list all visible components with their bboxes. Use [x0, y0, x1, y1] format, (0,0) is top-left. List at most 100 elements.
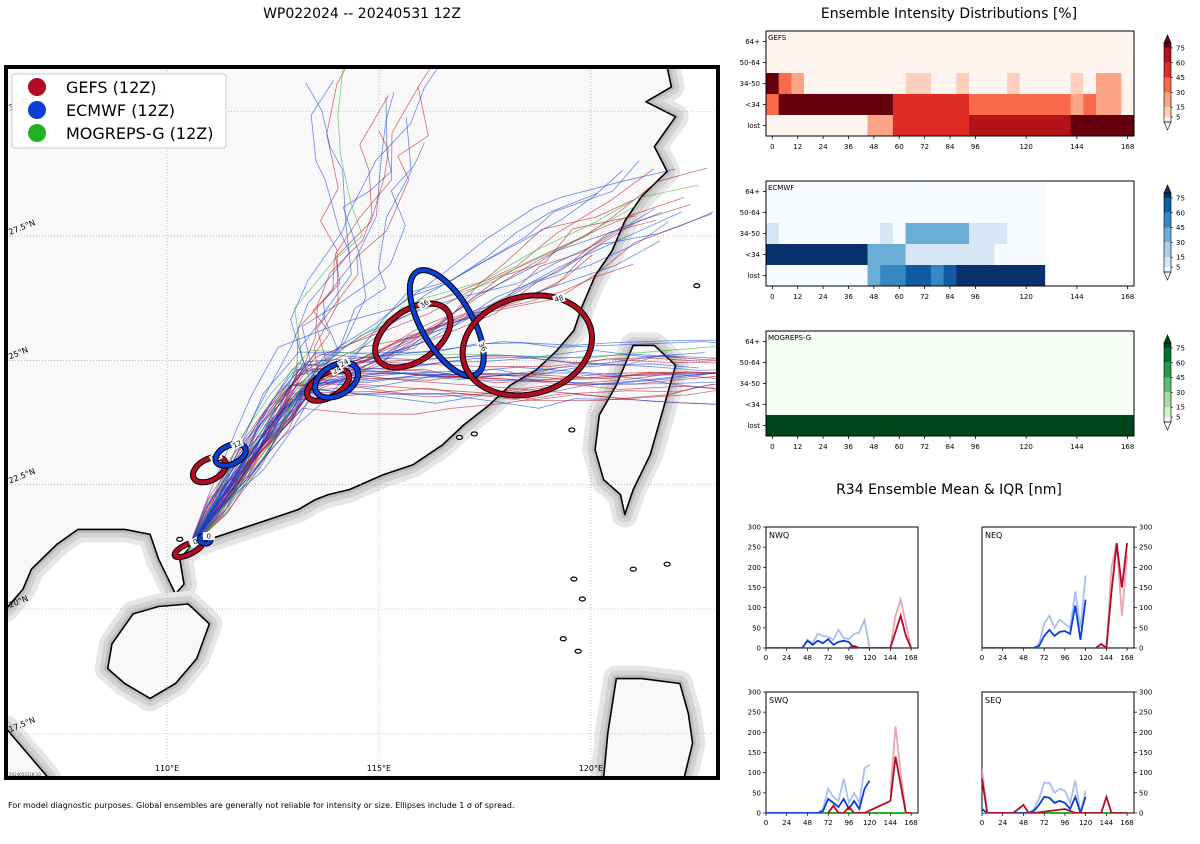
- heatmap-label: GEFS: [768, 34, 787, 42]
- heatmap-cell: [1057, 52, 1071, 74]
- heatmap-cell: [956, 244, 970, 266]
- heatmap-cell: [1083, 244, 1097, 266]
- r34-xtick-label: 0: [764, 819, 768, 827]
- heatmap-cell: [1057, 244, 1071, 266]
- heatmap-cell: [766, 373, 780, 395]
- colorbar-tick-label: 5: [1176, 264, 1180, 272]
- heatmap-cell: [1007, 373, 1021, 395]
- heatmap-cell: [1121, 52, 1135, 74]
- heatmap-cell: [1057, 202, 1071, 224]
- heatmap-cell: [880, 202, 894, 224]
- heatmap-cell: [804, 31, 818, 53]
- ensemble-track: [187, 67, 363, 550]
- r34-xtick-label: 168: [904, 819, 917, 827]
- heatmap-cell: [1019, 415, 1033, 437]
- heatmap-cell: [981, 202, 995, 224]
- r34-xtick-label: 144: [884, 654, 898, 662]
- heatmap-cell: [829, 52, 843, 74]
- heatmap-cell: [969, 94, 983, 116]
- heatmap-cell: [816, 94, 830, 116]
- ensemble-track: [187, 205, 637, 550]
- heatmap-cell: [1057, 115, 1071, 137]
- heatmap-cell: [969, 202, 983, 224]
- ensemble-track: [187, 211, 714, 550]
- heatmap-cell: [1095, 115, 1110, 137]
- heatmap-label: ECMWF: [768, 184, 794, 192]
- heatmap-cell: [956, 181, 970, 203]
- heatmap-cell: [804, 352, 818, 374]
- r34-ytick-label: 300: [748, 689, 761, 697]
- colorbar-tick-label: 45: [1176, 374, 1185, 382]
- heatmap-cell: [956, 202, 970, 224]
- heatmap-xtick-label: 168: [1121, 143, 1134, 151]
- heatmap-cell: [816, 223, 830, 245]
- heatmap-cell: [1019, 94, 1033, 116]
- heatmap-cell: [943, 331, 957, 353]
- ellipse-hour-label: 12: [232, 439, 243, 450]
- r34-ytick-label: 250: [748, 544, 761, 552]
- heatmap-cell: [1070, 52, 1084, 74]
- heatmap-cell: [842, 52, 856, 74]
- colorbar-segment: [1164, 417, 1171, 422]
- ellipse-ring: [407, 268, 486, 378]
- heatmap-cell: [981, 244, 995, 266]
- colorbar-segment: [1164, 407, 1171, 418]
- r34-xtick-label: 168: [1120, 654, 1133, 662]
- r34-ytick-label: 0: [757, 645, 761, 653]
- heatmap-cell: [905, 352, 919, 374]
- heatmap-cell: [791, 244, 805, 266]
- r34-xtick-label: 48: [803, 654, 812, 662]
- heatmap-cell: [880, 94, 894, 116]
- r34-xtick-label: 120: [1079, 654, 1092, 662]
- heatmap-cell: [791, 373, 805, 395]
- colorbar-extend-min: [1163, 271, 1172, 281]
- colorbar-tick-label: 45: [1176, 224, 1185, 232]
- heatmap-cell: [981, 394, 995, 416]
- heatmap-cell: [867, 202, 881, 224]
- gefs-iqr-line: [889, 596, 912, 648]
- heatmap-cell: [969, 394, 983, 416]
- r34-panel-frame: [765, 691, 919, 814]
- heatmap-cell: [1032, 52, 1046, 74]
- heatmap-cell: [778, 265, 792, 287]
- heatmap-cell: [804, 52, 818, 74]
- heatmap-cell: [854, 31, 868, 53]
- colorbar-segment: [1164, 43, 1171, 48]
- heatmap-cell: [905, 181, 919, 203]
- heatmap-cell: [930, 202, 945, 224]
- heatmap-cell: [905, 394, 919, 416]
- heatmap-cell: [905, 331, 919, 353]
- heatmap-xtick-label: 0: [770, 443, 774, 451]
- heatmap-cell: [1032, 31, 1046, 53]
- colorbar-extend-min: [1163, 421, 1172, 431]
- heatmap-cell: [829, 415, 843, 437]
- heatmap-cell: [1070, 73, 1084, 95]
- heatmap-cell: [956, 31, 970, 53]
- colorbar-segment: [1164, 212, 1171, 228]
- heatmap-cell: [943, 394, 957, 416]
- heatmap-cell: [1045, 394, 1059, 416]
- heatmap-cell: [905, 52, 919, 74]
- heatmap-cell: [905, 265, 919, 287]
- r34-xtick-label: 144: [884, 819, 898, 827]
- heatmap-cell: [981, 373, 995, 395]
- heatmap-cell: [1121, 223, 1135, 245]
- r34-ytick-label: 50: [752, 624, 761, 632]
- heatmap-cell: [1032, 373, 1046, 395]
- heatmap-cell: [892, 265, 906, 287]
- heatmap-cell: [892, 52, 906, 74]
- heatmap-xtick-label: 120: [1019, 143, 1032, 151]
- heatmap-cell: [905, 31, 919, 53]
- heatmap-cell: [1095, 202, 1110, 224]
- heatmap-cell: [930, 373, 945, 395]
- heatmap-cell: [956, 52, 970, 74]
- heatmap-cell: [1019, 223, 1033, 245]
- heatmap-cell: [930, 73, 945, 95]
- r34-ytick-label: 300: [1139, 689, 1152, 697]
- heatmap-cell: [981, 331, 995, 353]
- heatmap-cell: [892, 415, 906, 437]
- r34-ytick-label: 0: [757, 810, 761, 818]
- r34-xtick-label: 48: [1019, 819, 1028, 827]
- heatmap-cell: [892, 352, 906, 374]
- heatmap-cell: [905, 244, 919, 266]
